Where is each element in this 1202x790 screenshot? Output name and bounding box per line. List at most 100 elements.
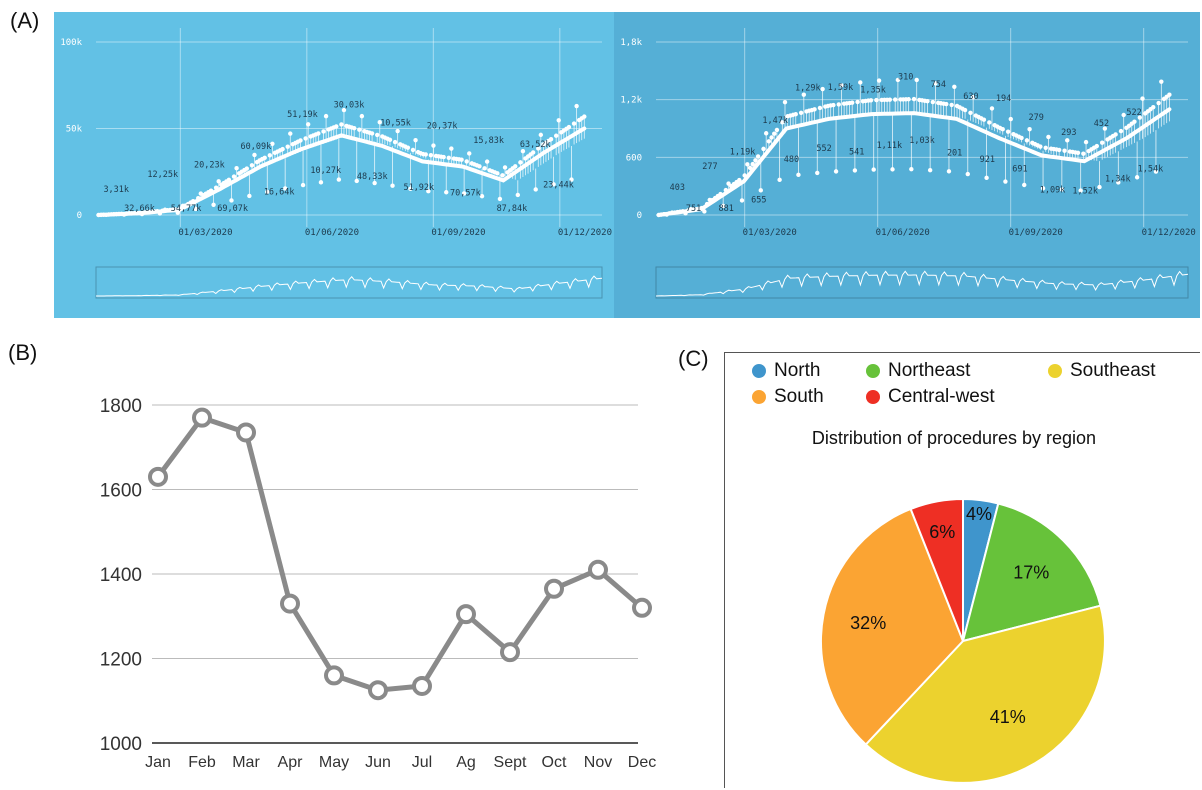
b-x-tick-label: Nov [584,754,612,771]
a-right-navigator-line [655,270,1189,297]
a-left-daily-point [323,113,329,119]
a-right-annotation: 1,52k [1072,186,1098,196]
legend-label-north: North [774,360,821,381]
a-left-trend-line [96,126,587,217]
a-right-daily-point [750,161,755,167]
pie-slice-northeast-label: 17% [1013,563,1049,583]
a-right-daily-point [858,80,863,85]
a-left-daily-point [571,121,577,126]
a-left-daily-point [551,182,556,187]
a-left-annotation: 51,19k [287,110,318,120]
a-right-daily-point [1134,175,1140,180]
pie-slice-northeast [961,502,1102,643]
a-right-daily-point [1116,180,1121,185]
a-left-daily-point [341,107,347,113]
legend-label-south: South [774,386,824,407]
a-right-daily-point [782,99,788,105]
a-right-daily-point [893,97,898,102]
a-right-daily-point [925,98,930,104]
a-left-x-tick-label: 01/06/2020 [305,228,359,238]
a-right-daily-point [1065,138,1070,143]
a-right-daily-point [1059,187,1065,192]
a-right-daily-point [1062,148,1067,153]
a-right-daily-point [895,77,901,83]
a-left-daily-point [369,131,375,136]
a-right-daily-point [911,96,917,102]
a-left-daily-point [267,153,273,158]
a-right-daily-point [831,102,836,108]
a-right-daily-point [796,172,801,178]
a-right-annotation: 691 [1012,165,1027,175]
panel-c-label: (C) [678,346,709,371]
a-right-daily-point [737,177,742,183]
a-left-daily-point [556,118,561,123]
a-left-daily-point [265,189,270,195]
a-right-daily-point [1137,115,1143,120]
a-right-daily-point [720,203,726,209]
a-left-daily-point [305,122,311,127]
a-left-daily-point [249,163,255,168]
a-left-daily-point [502,165,508,170]
a-right-annotation: 310 [898,72,913,82]
pie-legend: North Northeast Southeast South Central-… [752,358,1192,414]
a-left-daily-point [574,103,579,109]
a-left-daily-point [461,191,467,196]
a-right-daily-point [946,169,952,174]
a-left-daily-point [484,159,490,164]
a-right-annotation: 480 [784,155,799,165]
a-left-annotation: 51,92k [403,183,434,193]
a-right-daily-point [981,117,987,122]
a-left-annotation: 87,84k [497,204,528,214]
a-left-annotation: 63,52k [520,140,551,150]
a-right-daily-point [1121,112,1126,118]
a-left-daily-point [513,164,518,169]
a-right-annotation: 655 [751,195,766,205]
a-left-daily-point [408,186,413,192]
pie-slice-north-label: 4% [966,504,992,524]
legend-swatch-south [752,390,766,404]
a-right-daily-point [1156,100,1161,106]
a-right-daily-point [747,165,753,171]
a-left-daily-point [300,182,306,188]
a-right-daily-point [1022,182,1027,188]
b-data-point [456,604,476,625]
a-right-daily-point [1140,96,1145,101]
a-right-daily-point [1132,119,1137,124]
a-right-daily-point [839,83,844,88]
a-right-daily-point [758,188,764,193]
a-right-daily-point [1075,150,1081,156]
a-right-navigator-frame [655,266,1189,299]
a-left-daily-point [536,146,541,151]
a-left-daily-point [467,151,472,156]
a-left-daily-point [477,164,482,169]
b-x-tick-label: Feb [188,754,216,771]
a-left-daily-point [359,113,365,119]
a-left-daily-point [357,127,362,132]
a-left-daily-point [282,186,288,191]
a-right-daily-point [820,86,825,92]
a-right-daily-point [1005,129,1011,134]
a-right-annotation: 1,03k [909,136,935,146]
a-right-daily-point [871,167,876,172]
a-left-x-tick-label: 01/09/2020 [431,228,485,238]
b-y-tick-label: 1000 [100,734,142,755]
b-data-point [632,597,652,618]
panel-b-label: (B) [8,340,38,365]
a-right-daily-point [1097,184,1102,190]
a-left-annotation: 15,83k [473,136,504,146]
a-right-annotation: 194 [996,94,1011,104]
a-right-daily-point [766,139,772,144]
a-left-daily-point [375,132,380,138]
a-right-x-tick-label: 01/03/2020 [743,228,797,238]
a-left-daily-point [226,177,232,183]
a-left-daily-point [280,146,285,152]
b-y-tick-label: 1200 [100,650,142,671]
a-left-daily-point [553,133,559,138]
b-data-point [148,466,168,487]
legend-swatch-southeast [1048,364,1062,378]
a-left-y-tick-label: 100k [60,38,82,48]
a-left-daily-point [252,152,257,158]
a-left-daily-point [582,114,587,119]
a-left-daily-point [390,183,395,188]
a-right-daily-point [1003,179,1008,184]
